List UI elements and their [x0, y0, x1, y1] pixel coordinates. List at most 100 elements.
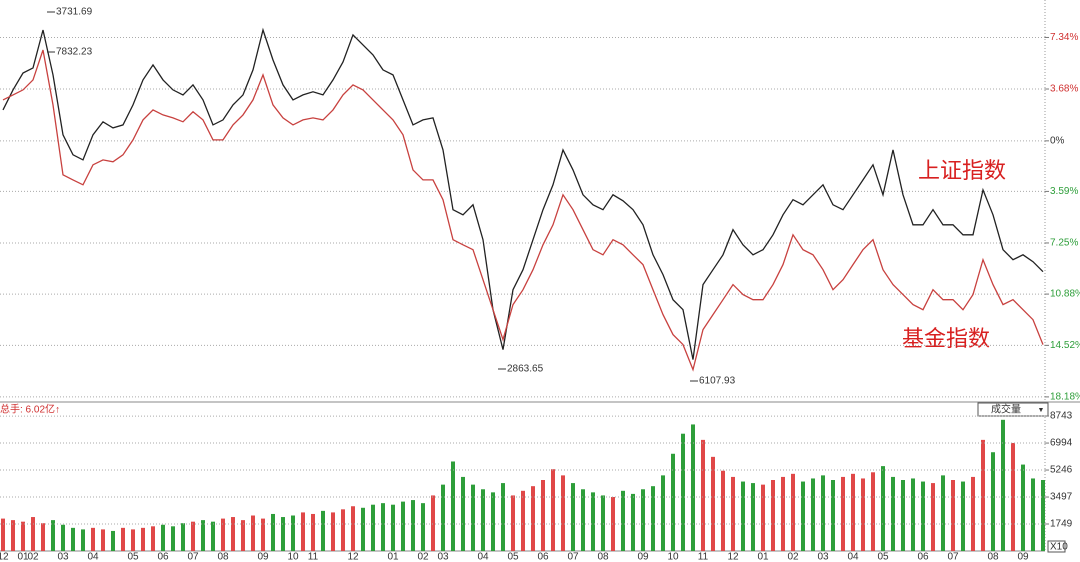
- volume-bar: [441, 484, 445, 551]
- x-tick-label: 08: [597, 552, 609, 562]
- volume-bar: [551, 469, 555, 551]
- volume-bar: [631, 493, 635, 551]
- volume-bar: [691, 424, 695, 551]
- volume-bar: [51, 520, 55, 551]
- y-tick-label: 1749: [1050, 519, 1073, 530]
- volume-bar: [571, 483, 575, 551]
- x-tick-label: 07: [947, 552, 959, 562]
- volume-bar: [501, 483, 505, 551]
- x-tick-label: 01: [17, 552, 29, 562]
- volume-bar: [981, 439, 985, 551]
- x-tick-label: 12: [727, 552, 739, 562]
- volume-bar: [521, 490, 525, 551]
- volume-bar: [961, 481, 965, 551]
- annotation: 3731.69: [56, 7, 93, 18]
- y-tick-label: 18.18%: [1050, 392, 1080, 403]
- volume-bar: [761, 484, 765, 551]
- volume-bar: [801, 481, 805, 551]
- y-tick-label: 6994: [1050, 438, 1073, 449]
- x-tick-label: 06: [917, 552, 929, 562]
- volume-bar: [251, 515, 255, 551]
- volume-bar: [791, 473, 795, 551]
- volume-bar: [91, 527, 95, 551]
- x-tick-label: 01: [387, 552, 399, 562]
- y-tick-label: 14.52%: [1050, 340, 1080, 351]
- volume-bar: [431, 495, 435, 551]
- volume-bar: [321, 510, 325, 551]
- volume-bar: [921, 481, 925, 551]
- x-tick-label: 09: [1017, 552, 1029, 562]
- volume-bar: [581, 489, 585, 551]
- x-tick-label: 06: [537, 552, 549, 562]
- volume-bar: [271, 513, 275, 551]
- volume-bar: [931, 483, 935, 551]
- price-line: [2, 27, 1044, 360]
- annotation: 2863.65: [507, 364, 544, 375]
- volume-bar: [291, 515, 295, 551]
- volume-bar: [841, 476, 845, 551]
- x-tick-label: 09: [637, 552, 649, 562]
- volume-bar: [721, 470, 725, 551]
- volume-bar: [601, 495, 605, 551]
- x-tick-label: 10: [667, 552, 679, 562]
- y-tick-label: 0%: [1050, 135, 1065, 146]
- volume-bar: [671, 453, 675, 551]
- volume-bar: [891, 476, 895, 551]
- x-tick-label: 06: [157, 552, 169, 562]
- volume-bar: [191, 521, 195, 551]
- y-tick-label: 3.68%: [1050, 84, 1078, 95]
- volume-bar: [941, 475, 945, 551]
- volume-bar: [751, 483, 755, 551]
- volume-bar: [1001, 419, 1005, 551]
- volume-bar: [71, 527, 75, 551]
- price-line: [2, 49, 1044, 372]
- x-tick-label: 11: [698, 552, 709, 562]
- volume-bar: [701, 439, 705, 551]
- volume-bar: [681, 433, 685, 551]
- y-tick-label: 3497: [1050, 492, 1073, 503]
- y-tick-label: 5246: [1050, 465, 1073, 476]
- volume-bar: [221, 518, 225, 551]
- x-tick-label: 04: [847, 552, 859, 562]
- volume-bar: [281, 517, 285, 551]
- x-tick-label: 03: [437, 552, 449, 562]
- x-tick-label: 03: [817, 552, 829, 562]
- volume-bar: [331, 512, 335, 551]
- x-tick-label: 03: [57, 552, 69, 562]
- indicator-box[interactable]: [977, 402, 1049, 417]
- volume-bar: [41, 523, 45, 551]
- volume-bar: [231, 517, 235, 551]
- volume-bar: [341, 509, 345, 551]
- volume-bar: [201, 520, 205, 551]
- y-tick-label: 10.88%: [1050, 289, 1080, 300]
- volume-bar: [241, 520, 245, 551]
- volume-bar: [121, 527, 125, 551]
- volume-bar: [711, 456, 715, 551]
- volume-bar: [491, 492, 495, 551]
- volume-bar: [831, 480, 835, 551]
- volume-bar: [861, 478, 865, 551]
- volume-bar: [821, 475, 825, 551]
- volume-bar: [351, 506, 355, 551]
- dropdown-arrow: ▼: [1038, 407, 1045, 414]
- volume-bar: [371, 504, 375, 551]
- volume-bar: [111, 530, 115, 551]
- volume-bar: [421, 503, 425, 551]
- x-tick-label: 02: [787, 552, 799, 562]
- volume-bar: [1, 518, 5, 551]
- unit-label: X10: [1050, 542, 1068, 553]
- volume-bar: [1021, 464, 1025, 551]
- volume-bar: [401, 501, 405, 551]
- volume-bar: [1041, 480, 1045, 551]
- volume-bar: [641, 489, 645, 551]
- volume-bar: [381, 503, 385, 551]
- x-tick-label: 11: [308, 552, 319, 562]
- volume-bar: [101, 529, 105, 551]
- volume-bar: [531, 486, 535, 551]
- x-tick-label: 04: [87, 552, 99, 562]
- x-tick-label: 05: [877, 552, 889, 562]
- volume-bar: [141, 527, 145, 551]
- x-tick-label: 05: [127, 552, 139, 562]
